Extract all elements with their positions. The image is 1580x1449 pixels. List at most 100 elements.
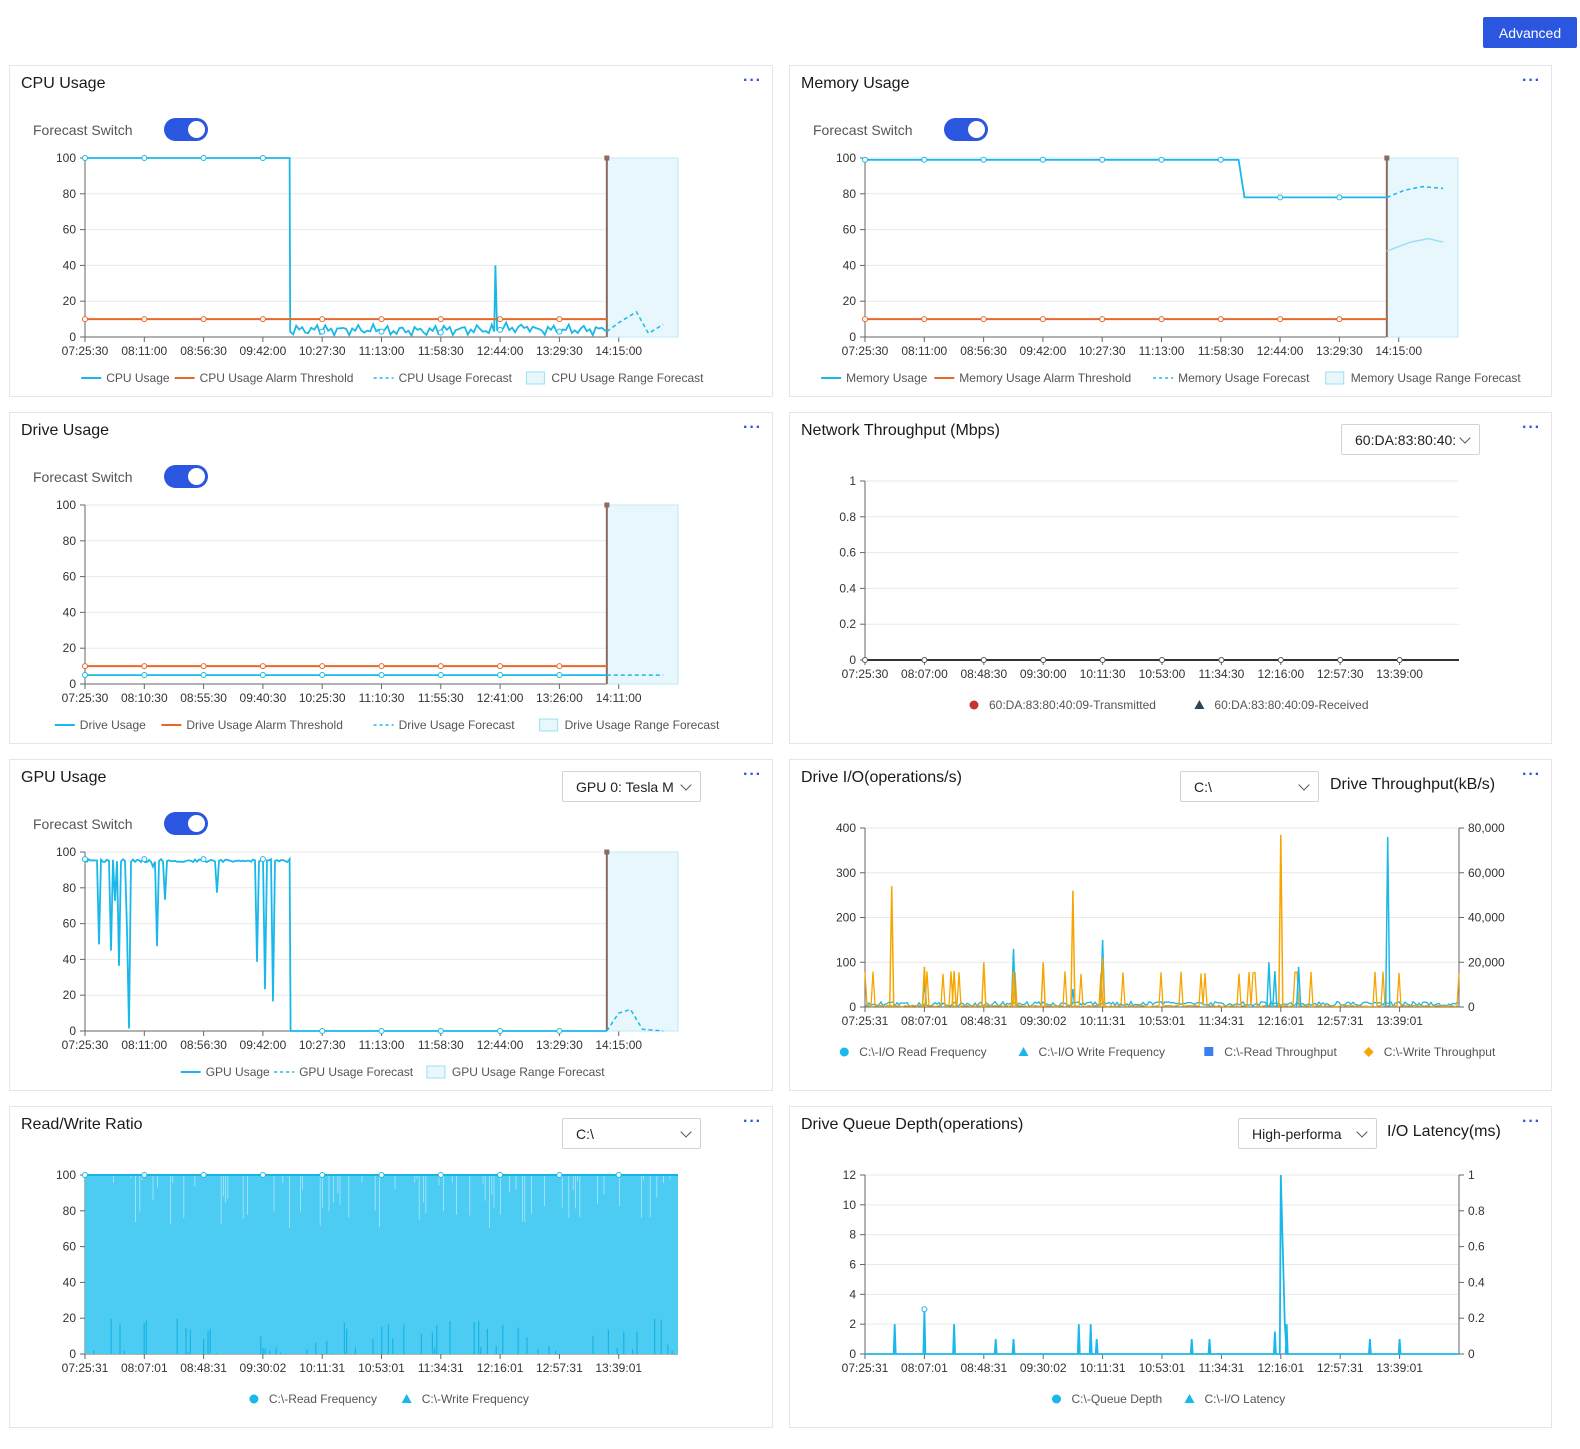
panel-title: Drive Queue Depth(operations) [801, 1116, 1024, 1133]
forecast-switch-toggle[interactable] [944, 118, 988, 141]
y-tick-label: 20 [63, 988, 77, 1002]
forecast-switch-toggle[interactable] [164, 812, 208, 835]
data-point [862, 316, 868, 323]
data-point [1337, 657, 1344, 663]
disk-select-value: High-performa [1252, 1126, 1342, 1142]
data-point [259, 155, 266, 161]
drive-select-value: C:\ [1194, 779, 1212, 795]
legend-label: Drive Usage Forecast [399, 718, 516, 732]
legend-symbol [1184, 1394, 1195, 1403]
read-frequency-line [864, 1000, 1459, 1008]
x-tick-label: 07:25:30 [62, 344, 109, 358]
data-point [437, 329, 444, 336]
y-tick-label: 20 [843, 294, 857, 308]
ellipsis-icon[interactable]: ··· [743, 766, 762, 783]
x-tick-label: 12:57:31 [536, 1361, 583, 1375]
data-point [259, 1172, 266, 1178]
gpu-select[interactable]: GPU 0: Tesla M [562, 771, 701, 802]
y-tick-label: 0 [69, 330, 76, 344]
data-point [437, 316, 444, 323]
ellipsis-icon[interactable]: ··· [1522, 1113, 1541, 1130]
y-tick-label: 60 [63, 1240, 77, 1254]
x-tick-label: 12:57:30 [1317, 667, 1364, 681]
x-tick-label: 07:25:31 [62, 1361, 109, 1375]
legend-symbol [401, 1394, 412, 1403]
x-tick-label: 13:29:30 [536, 1038, 583, 1052]
gpu-usage-panel: GPU Usage GPU 0: Tesla M ··· Forecast Sw… [9, 759, 773, 1091]
read-frequency-spike [1384, 836, 1391, 1008]
drive-usage-chart: 0 20 40 60 80 100 07:25:30 08:10:30 08:55:30 09:4… [54, 498, 720, 732]
x-tick-label: 12:44:00 [477, 344, 524, 358]
data-point [200, 672, 207, 679]
x-tick-label: 11:13:00 [359, 1038, 405, 1052]
ellipsis-icon[interactable]: ··· [1522, 72, 1541, 89]
panel-title: GPU Usage [21, 769, 107, 786]
data-point [319, 316, 326, 323]
forecast-line [606, 310, 664, 335]
advanced-button[interactable]: Advanced [1483, 17, 1577, 48]
write-throughput-spike [951, 971, 957, 1008]
x-tick-label: 10:53:01 [1139, 1361, 1186, 1375]
drive-select[interactable]: C:\ [1180, 771, 1319, 802]
ellipsis-icon[interactable]: ··· [1522, 419, 1541, 436]
panel-title: Drive I/O(operations/s) [801, 769, 962, 786]
x-tick-label: 12:44:00 [1257, 344, 1304, 358]
nic-select[interactable]: 60:DA:83:80:40: [1341, 424, 1480, 455]
x-tick-label: 10:11:31 [299, 1361, 345, 1375]
legend-symbol [839, 1047, 849, 1057]
drive-io-panel: Drive I/O(operations/s) C:\ Drive Throug… [789, 759, 1552, 1091]
forecast-range-band [1386, 157, 1459, 338]
y2-tick-label: 0 [1468, 1347, 1475, 1361]
x-tick-label: 10:11:31 [1080, 1361, 1126, 1375]
forecast-switch-toggle[interactable] [164, 118, 208, 141]
y2-tick-label: 0.4 [1468, 1275, 1485, 1289]
x-tick-label: 07:25:30 [62, 1038, 109, 1052]
legend-label: Memory Usage Alarm Threshold [959, 371, 1131, 385]
forecast-switch-toggle[interactable] [164, 465, 208, 488]
y-tick-label: 0 [69, 677, 76, 691]
data-point [200, 1172, 207, 1178]
y-tick-label: 60 [63, 570, 77, 584]
data-point [200, 316, 207, 323]
cpu-usage-panel: CPU Usage ··· Forecast Switch 0 20 40 60 80 1… [9, 65, 773, 397]
y-tick-label: 60 [843, 223, 857, 237]
x-tick-label: 09:30:02 [240, 1361, 287, 1375]
x-tick-label: 11:58:30 [418, 1038, 464, 1052]
data-point [378, 1172, 385, 1178]
legend-label: Memory Usage [846, 371, 928, 385]
forecast-marker-handle [604, 502, 610, 508]
x-tick-label: 11:58:30 [1198, 344, 1244, 358]
data-point [1039, 316, 1046, 323]
x-tick-label: 07:25:30 [842, 344, 889, 358]
ellipsis-icon[interactable]: ··· [743, 1113, 762, 1130]
x-tick-label: 13:26:00 [536, 691, 583, 705]
disk-select[interactable]: High-performa [1238, 1118, 1377, 1149]
legend-symbol [969, 700, 979, 710]
legend-label: Memory Usage Forecast [1178, 371, 1310, 385]
data-point [1159, 657, 1165, 663]
y-tick-label: 4 [849, 1287, 856, 1301]
data-point [556, 672, 563, 679]
usage-line [84, 856, 607, 1032]
ellipsis-icon[interactable]: ··· [1522, 766, 1541, 783]
data-point [378, 663, 385, 670]
x-tick-label: 08:56:30 [960, 344, 1007, 358]
data-point [921, 156, 928, 163]
ellipsis-icon[interactable]: ··· [743, 419, 762, 436]
forecast-range-lower-line [1386, 237, 1444, 252]
data-point [615, 1172, 622, 1178]
legend-symbol [426, 1065, 446, 1079]
data-point [497, 326, 504, 333]
drive-select[interactable]: C:\ [562, 1118, 701, 1149]
y-tick-label: 80 [63, 1204, 77, 1218]
legend-label: C:\-I/O Read Frequency [859, 1045, 986, 1059]
ellipsis-icon[interactable]: ··· [743, 72, 762, 89]
nic-select-value: 60:DA:83:80:40: [1355, 432, 1457, 448]
write-throughput-spike [1010, 971, 1017, 1008]
legend-label: C:\-Write Frequency [422, 1392, 529, 1406]
data-point [1277, 316, 1284, 323]
x-tick-label: 08:56:30 [180, 1038, 227, 1052]
data-point [921, 657, 928, 663]
x-tick-label: 09:42:00 [240, 344, 287, 358]
x-tick-label: 11:13:00 [359, 344, 405, 358]
